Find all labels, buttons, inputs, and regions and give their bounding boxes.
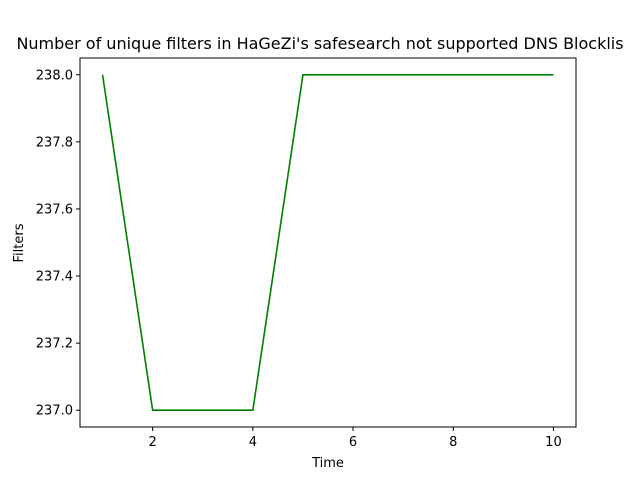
series-line-0 xyxy=(101,73,554,412)
chart-title: Number of unique filters in HaGeZi's saf… xyxy=(16,34,623,53)
x-axis: 2 4 6 8 10 xyxy=(149,427,562,450)
y-axis: 237.0 237.2 237.4 237.6 237.8 238.0 xyxy=(36,68,80,419)
x-tick-label: 6 xyxy=(349,435,357,450)
plot-frame xyxy=(79,57,577,428)
y-tick-label: 237.4 xyxy=(36,270,73,285)
y-tick-label: 237.2 xyxy=(36,337,73,352)
plot-area xyxy=(101,73,554,412)
x-tick-label: 4 xyxy=(249,435,257,450)
x-axis-label: Time xyxy=(311,456,344,471)
y-tick-label: 238.0 xyxy=(36,68,73,83)
x-tick-label: 2 xyxy=(149,435,157,450)
y-tick-label: 237.8 xyxy=(36,135,73,150)
y-axis-label: Filters xyxy=(12,223,27,262)
x-tick-label: 8 xyxy=(449,435,457,450)
y-tick-label: 237.6 xyxy=(36,202,73,217)
x-tick-label: 10 xyxy=(545,435,562,450)
y-tick-label: 237.0 xyxy=(36,404,73,419)
